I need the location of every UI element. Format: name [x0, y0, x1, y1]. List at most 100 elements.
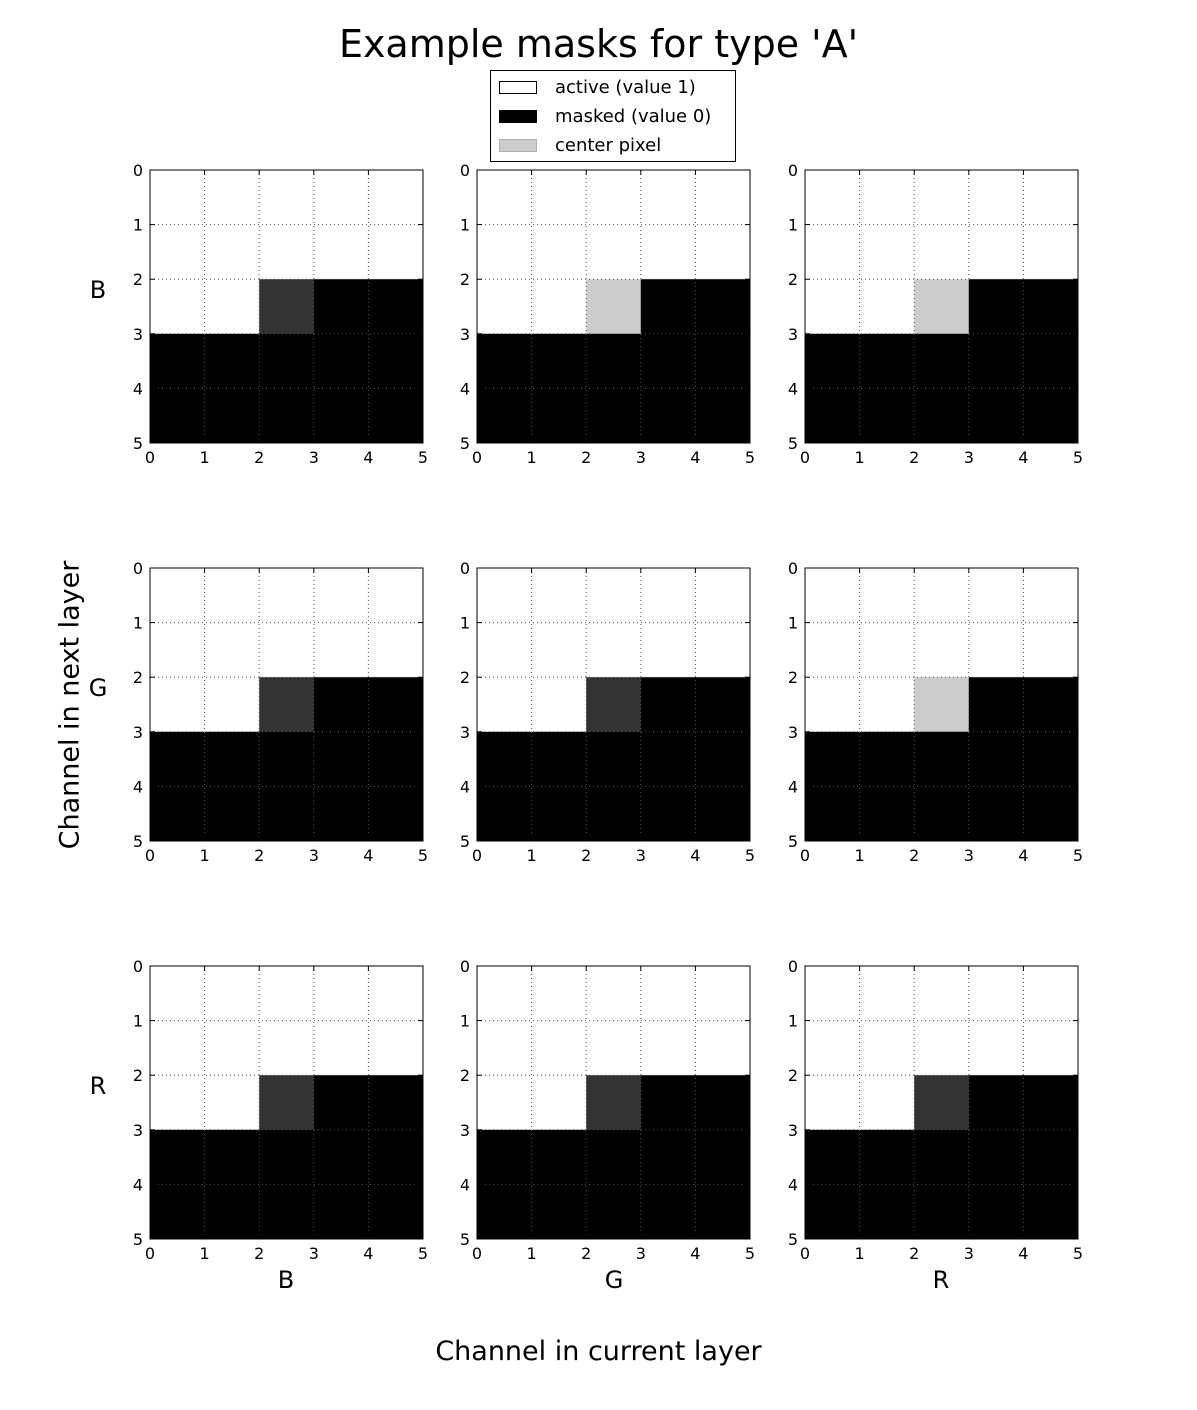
mask-cell: [695, 1184, 751, 1240]
mask-cell: [968, 1129, 1024, 1185]
mask-cell: [368, 333, 424, 389]
mask-cell: [259, 170, 315, 225]
mask-cell: [640, 1075, 696, 1131]
mask-cell: [477, 279, 532, 335]
legend: active (value 1) masked (value 0) center…: [490, 70, 736, 162]
row-label-b: B: [89, 276, 107, 304]
mask-cell: [531, 279, 587, 335]
mask-cell: [1023, 333, 1079, 389]
mask-cell: [640, 966, 696, 1021]
mask-cell: [368, 568, 424, 623]
center-cell: [259, 1075, 315, 1131]
panel-frame: [804, 965, 1079, 1240]
x-tick-label: 0: [800, 448, 810, 467]
mask-cell: [259, 1184, 315, 1240]
mask-cell: [586, 731, 642, 787]
mask-cell: [204, 1129, 260, 1185]
mask-cell: [859, 677, 915, 733]
y-tick-label: 5: [133, 832, 143, 851]
mask-cell: [150, 966, 205, 1021]
y-tick-label: 5: [788, 832, 798, 851]
mask-cell: [805, 966, 860, 1021]
x-tick-label: 3: [636, 1244, 646, 1263]
mask-cell: [586, 1129, 642, 1185]
mask-cell: [204, 677, 260, 733]
center-cell: [259, 279, 315, 335]
mask-cell: [914, 966, 970, 1021]
mask-cell: [259, 622, 315, 678]
mask-cell: [914, 568, 970, 623]
y-tick-label: 2: [133, 270, 143, 289]
mask-cell: [477, 731, 532, 787]
mask-cell: [1023, 224, 1079, 280]
x-tick-label: 4: [363, 448, 373, 467]
mask-cell: [586, 333, 642, 389]
mask-cell: [150, 388, 205, 444]
x-tick-label: 2: [581, 846, 591, 865]
x-tick-label: 2: [254, 846, 264, 865]
mask-cell: [695, 966, 751, 1021]
mask-cell: [531, 677, 587, 733]
chart-title: Example masks for type 'A': [338, 22, 859, 66]
x-tick-label: 3: [964, 1244, 974, 1263]
mask-cell: [259, 388, 315, 444]
mask-cell: [313, 333, 369, 389]
mask-cell: [640, 731, 696, 787]
x-tick-label: 4: [1018, 846, 1028, 865]
x-tick-label: 5: [745, 846, 755, 865]
panel-frame: [149, 567, 424, 842]
x-tick-label: 5: [418, 1244, 428, 1263]
y-tick-label: 1: [133, 614, 143, 633]
panel-frame: [149, 169, 424, 444]
mask-cell: [914, 786, 970, 842]
mask-cell: [368, 1129, 424, 1185]
legend-label-masked: masked (value 0): [555, 106, 712, 127]
mask-cell: [968, 966, 1024, 1021]
mask-cell: [204, 568, 260, 623]
mask-cell: [805, 170, 860, 225]
x-tick-label: 4: [1018, 448, 1028, 467]
mask-cell: [968, 731, 1024, 787]
x-tick-label: 3: [309, 1244, 319, 1263]
mask-cell: [259, 966, 315, 1021]
y-tick-label: 1: [788, 614, 798, 633]
mask-cell: [477, 1075, 532, 1131]
mask-cell: [640, 388, 696, 444]
panel-frame: [804, 169, 1079, 444]
mask-cell: [1023, 677, 1079, 733]
y-tick-label: 5: [460, 434, 470, 453]
mask-cell: [914, 333, 970, 389]
x-tick-label: 4: [690, 448, 700, 467]
x-tick-label: 4: [363, 846, 373, 865]
panel-frame: [476, 965, 751, 1240]
mask-cell: [1023, 731, 1079, 787]
y-tick-label: 0: [788, 559, 798, 578]
mask-cell: [805, 1075, 860, 1131]
mask-cell: [368, 224, 424, 280]
x-tick-label: 0: [800, 1244, 810, 1263]
mask-cell: [531, 1075, 587, 1131]
mask-cell: [313, 1075, 369, 1131]
mask-cell: [859, 388, 915, 444]
mask-cell: [968, 1184, 1024, 1240]
mask-cell: [150, 731, 205, 787]
mask-cell: [150, 1129, 205, 1185]
mask-cell: [805, 677, 860, 733]
mask-cell: [695, 224, 751, 280]
legend-swatch-active: [499, 81, 537, 94]
mask-cell: [586, 966, 642, 1021]
mask-cell: [313, 568, 369, 623]
x-tick-label: 0: [472, 846, 482, 865]
mask-cell: [531, 1129, 587, 1185]
y-tick-label: 0: [460, 559, 470, 578]
mask-cell: [313, 622, 369, 678]
x-tick-label: 2: [909, 1244, 919, 1263]
mask-cell: [640, 1020, 696, 1076]
panel-frame: [149, 965, 424, 1240]
y-tick-label: 3: [133, 325, 143, 344]
mask-cell: [368, 731, 424, 787]
mask-cell: [695, 279, 751, 335]
